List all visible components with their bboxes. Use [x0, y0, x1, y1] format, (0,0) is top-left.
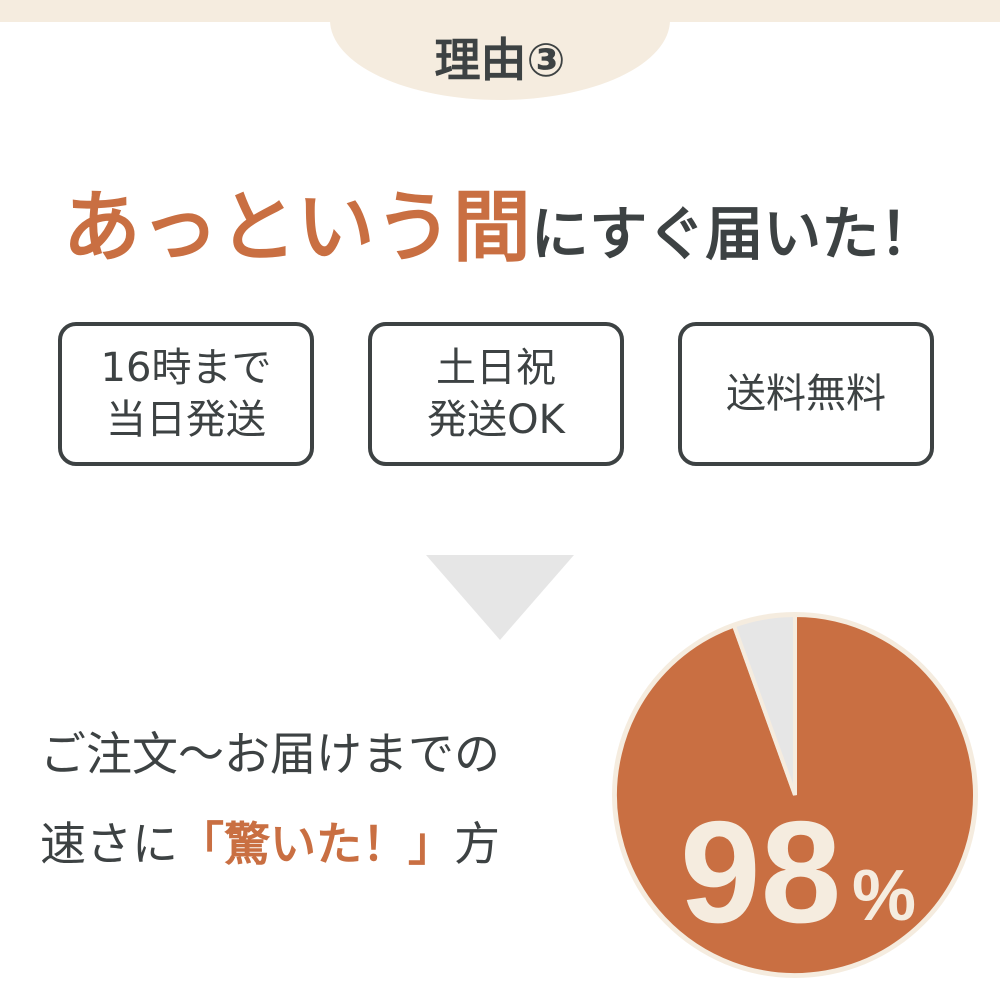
headline-accent: あっという間	[62, 183, 531, 273]
headline-rest: にすぐ届いた！	[530, 200, 938, 268]
claim-suffix: 方	[454, 817, 500, 871]
feature-weekend: 土日祝 発送OK	[368, 322, 624, 466]
claim-line1: ご注文〜お届けまでの	[40, 727, 500, 781]
pie-label-number: 98	[680, 791, 841, 953]
claim-accent: 「驚いた！」	[178, 817, 454, 871]
feature-free-shipping: 送料無料	[678, 322, 934, 466]
section-title: 理由③	[434, 33, 566, 87]
pie-label-unit: %	[852, 856, 916, 936]
feature-same-day: 16時まで 当日発送	[58, 322, 314, 466]
pie-slice-1	[731, 612, 797, 796]
claim-line2: 速さに「驚いた！」方	[40, 808, 500, 874]
down-arrow-icon	[426, 555, 574, 640]
headline: あっという間にすぐ届いた！	[0, 165, 1000, 277]
claim-prefix: 速さに	[40, 817, 178, 871]
